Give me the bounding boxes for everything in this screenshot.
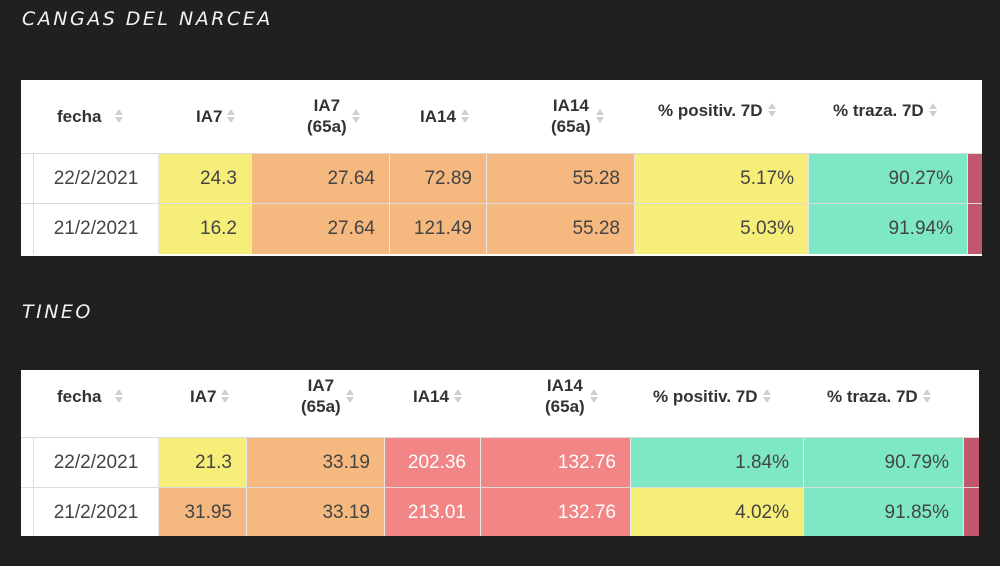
cell-traza: 90.79% bbox=[804, 438, 964, 488]
cell-ia7: 24.3 bbox=[159, 154, 252, 204]
cell-positiv: 5.17% bbox=[635, 154, 809, 204]
cell-fecha: 22/2/2021 bbox=[33, 438, 159, 488]
header-label: IA7 (65a) bbox=[301, 375, 341, 417]
sort-icon bbox=[460, 108, 471, 124]
column-header-ia14[interactable]: IA14 bbox=[413, 370, 493, 422]
header-line: IA7 bbox=[307, 376, 335, 395]
sort-icon bbox=[115, 108, 125, 124]
cell-positiv: 4.02% bbox=[631, 488, 804, 536]
cell-fecha: 21/2/2021 bbox=[33, 488, 159, 536]
cell-ia7: 31.95 bbox=[159, 488, 247, 536]
cell-ia7: 16.2 bbox=[159, 204, 252, 254]
header-label: IA14 bbox=[413, 386, 449, 406]
cell-edge bbox=[968, 154, 982, 204]
column-header-ia7-65a[interactable]: IA7 (65a) bbox=[307, 80, 417, 152]
cell-ia14: 72.89 bbox=[390, 154, 487, 204]
data-table: fecha IA7 IA7 (65a) IA14 IA14 (65a) % posi… bbox=[21, 80, 982, 256]
column-header-fecha[interactable]: fecha bbox=[57, 80, 177, 152]
header-line: (65a) bbox=[307, 117, 347, 136]
sort-icon bbox=[589, 388, 600, 404]
column-header-traza[interactable]: % traza. 7D bbox=[833, 80, 982, 140]
cell-traza: 91.94% bbox=[809, 204, 968, 254]
table-row: 21/2/2021 16.2 27.64 121.49 55.28 5.03% … bbox=[21, 203, 982, 254]
cell-edge bbox=[964, 438, 979, 488]
header-line: (65a) bbox=[545, 397, 585, 416]
header-label: % traza. 7D bbox=[827, 386, 918, 406]
header-label: IA14 (65a) bbox=[545, 375, 585, 417]
cell-ia7-65a: 33.19 bbox=[247, 438, 385, 488]
header-label: fecha bbox=[57, 386, 102, 406]
cell-ia14-65a: 132.76 bbox=[481, 438, 631, 488]
table-row: 22/2/2021 24.3 27.64 72.89 55.28 5.17% 9… bbox=[21, 153, 982, 204]
cell-ia7-65a: 27.64 bbox=[252, 204, 390, 254]
table-title: CANGAS DEL NARCEA bbox=[22, 8, 273, 30]
header-label: IA14 (65a) bbox=[551, 95, 591, 137]
header-line: (65a) bbox=[301, 397, 341, 416]
sort-icon bbox=[767, 102, 778, 118]
sort-icon bbox=[922, 388, 933, 404]
column-header-ia7-65a[interactable]: IA7 (65a) bbox=[301, 370, 411, 422]
cell-edge bbox=[968, 204, 982, 254]
cell-ia14-65a: 55.28 bbox=[487, 154, 635, 204]
header-label: IA7 (65a) bbox=[307, 95, 347, 137]
header-label: % positiv. 7D bbox=[658, 100, 763, 120]
header-line: IA14 bbox=[546, 376, 583, 395]
sort-icon bbox=[351, 108, 362, 124]
sort-icon bbox=[453, 388, 464, 404]
cell-traza: 91.85% bbox=[804, 488, 964, 536]
header-line: (65a) bbox=[551, 117, 591, 136]
cell-ia7: 21.3 bbox=[159, 438, 247, 488]
sort-icon bbox=[115, 388, 125, 404]
data-table: fecha IA7 IA7 (65a) IA14 IA14 (65a) % posi… bbox=[21, 370, 979, 536]
column-header-positiv[interactable]: % positiv. 7D bbox=[658, 80, 818, 140]
sort-icon bbox=[345, 388, 356, 404]
column-header-ia14-65a[interactable]: IA14 (65a) bbox=[545, 370, 645, 422]
cell-fecha: 21/2/2021 bbox=[33, 204, 159, 254]
cell-positiv: 1.84% bbox=[631, 438, 804, 488]
column-header-ia14[interactable]: IA14 bbox=[420, 80, 500, 152]
header-label: % positiv. 7D bbox=[653, 386, 758, 406]
cell-ia7-65a: 27.64 bbox=[252, 154, 390, 204]
header-label: IA14 bbox=[420, 106, 456, 126]
cell-ia7-65a: 33.19 bbox=[247, 488, 385, 536]
cell-edge bbox=[964, 488, 979, 536]
sort-icon bbox=[221, 388, 231, 404]
table-row: 21/2/2021 31.95 33.19 213.01 132.76 4.02… bbox=[21, 487, 979, 536]
header-label: fecha bbox=[57, 106, 102, 126]
cell-positiv: 5.03% bbox=[635, 204, 809, 254]
column-header-positiv[interactable]: % positiv. 7D bbox=[653, 370, 813, 422]
header-label: IA7 bbox=[190, 386, 217, 406]
header-label: % traza. 7D bbox=[833, 100, 924, 120]
sort-icon bbox=[928, 102, 939, 118]
column-header-ia7[interactable]: IA7 bbox=[190, 370, 250, 422]
header-label: IA7 bbox=[196, 106, 223, 126]
table-row: 22/2/2021 21.3 33.19 202.36 132.76 1.84%… bbox=[21, 437, 979, 488]
cell-traza: 90.27% bbox=[809, 154, 968, 204]
column-header-ia7[interactable]: IA7 bbox=[196, 80, 256, 152]
column-header-ia14-65a[interactable]: IA14 (65a) bbox=[551, 80, 651, 152]
header-line: IA14 bbox=[552, 96, 589, 115]
cell-ia14-65a: 55.28 bbox=[487, 204, 635, 254]
column-header-traza[interactable]: % traza. 7D bbox=[827, 370, 977, 422]
column-header-fecha[interactable]: fecha bbox=[57, 370, 177, 422]
header-line: IA7 bbox=[313, 96, 341, 115]
cell-ia14: 121.49 bbox=[390, 204, 487, 254]
sort-icon bbox=[227, 108, 237, 124]
sort-icon bbox=[595, 108, 606, 124]
cell-ia14-65a: 132.76 bbox=[481, 488, 631, 536]
cell-ia14: 202.36 bbox=[385, 438, 481, 488]
sort-icon bbox=[762, 388, 773, 404]
cell-fecha: 22/2/2021 bbox=[33, 154, 159, 204]
cell-ia14: 213.01 bbox=[385, 488, 481, 536]
table-title: TINEO bbox=[22, 301, 93, 323]
